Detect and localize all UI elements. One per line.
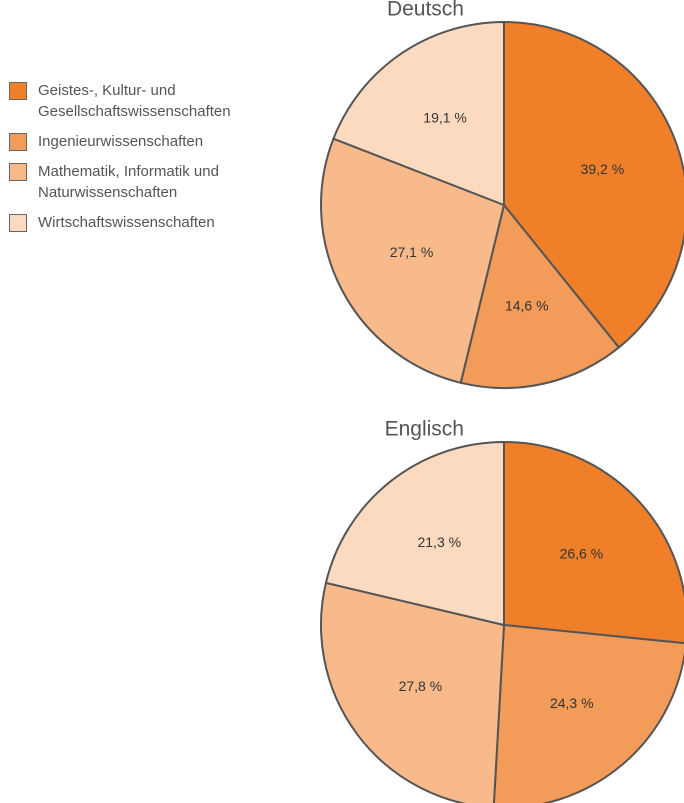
legend-swatch <box>9 133 27 151</box>
pie-slice <box>320 137 506 385</box>
chart-title: Deutsch <box>387 0 464 21</box>
legend-item: Geistes-, Kultur- und Gesellschaftswisse… <box>9 80 259 122</box>
legend-item: Mathematik, Informatik und Naturwissensc… <box>9 161 259 203</box>
chart-title: Englisch <box>385 418 464 441</box>
data-label: 21,3 % <box>417 534 461 550</box>
data-label: 19,1 % <box>423 110 467 126</box>
pie-slice <box>459 202 621 389</box>
data-label: 39,2 % <box>581 161 625 177</box>
legend-label: Ingenieurwissenschaften <box>38 133 204 150</box>
pie-slice <box>503 440 684 645</box>
pie-slice <box>492 623 684 803</box>
data-label: 26,6 % <box>560 546 604 562</box>
pie-slice <box>320 581 506 803</box>
legend-item: Wirtschaftswissenschaften <box>9 212 259 233</box>
legend-swatch <box>9 82 27 100</box>
legend-label: Wirtschaftswissenschaften <box>38 214 215 231</box>
legend-item: Ingenieurwissenschaften <box>9 131 259 152</box>
legend-label: Geistes-, Kultur- und Gesellschaftswisse… <box>38 82 231 120</box>
legend-label: Mathematik, Informatik und Naturwissensc… <box>38 163 219 201</box>
data-label: 14,6 % <box>505 298 549 314</box>
legend-swatch <box>9 163 27 181</box>
pie-slice <box>332 20 505 207</box>
data-label: 24,3 % <box>550 695 594 711</box>
pie-slice <box>503 20 684 349</box>
data-label: 27,1 % <box>390 244 434 260</box>
legend-swatch <box>9 214 27 232</box>
legend: Geistes-, Kultur- und Gesellschaftswisse… <box>9 80 259 242</box>
pie-slice <box>324 440 505 627</box>
data-label: 27,8 % <box>399 678 443 694</box>
